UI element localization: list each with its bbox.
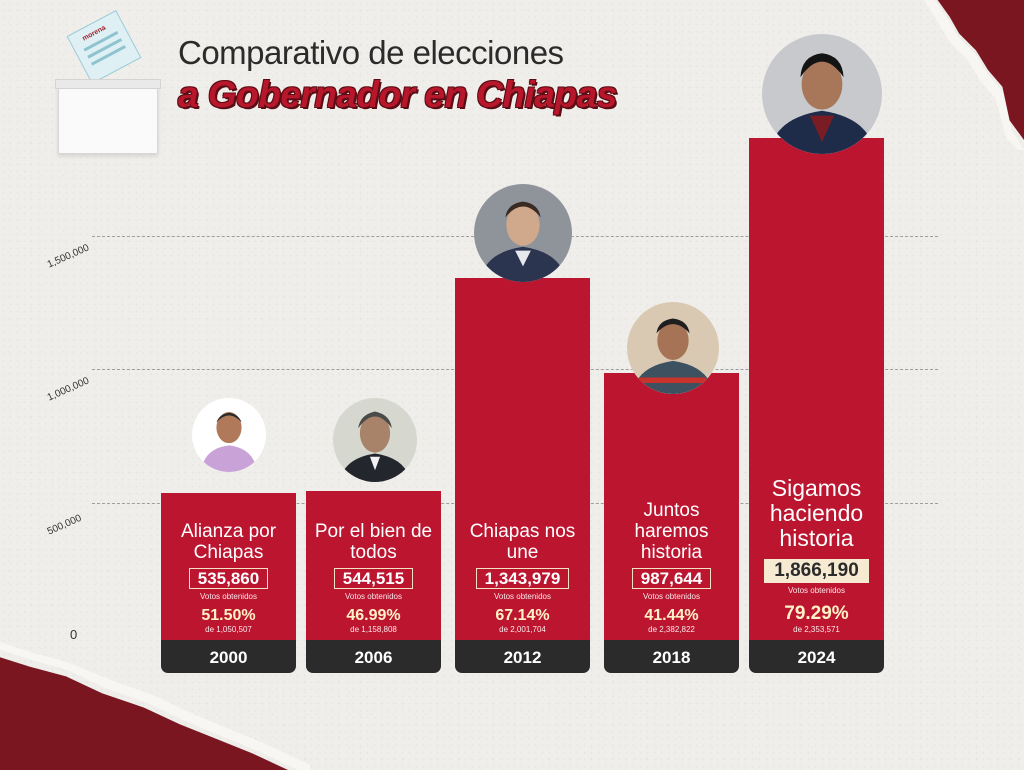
- coalition-name: Alianza por Chiapas: [180, 520, 277, 563]
- candidate-photo-2006: [333, 398, 417, 482]
- total-votes: de 1,158,808: [350, 624, 397, 634]
- year-label-2018: 2018: [604, 640, 739, 673]
- coalition-name: Chiapas nos une: [469, 520, 576, 563]
- bar-label-group: Alianza por Chiapas 535,860 Votos obtenido…: [161, 521, 296, 634]
- title-line-1: Comparativo de elecciones: [178, 34, 564, 71]
- votes-caption: Votos obtenidos: [200, 591, 257, 601]
- person-icon: [762, 34, 882, 154]
- person-icon: [192, 398, 266, 472]
- votes-value: 544,515: [333, 567, 414, 589]
- title-line-2: a Gobernador en Chiapas: [178, 74, 617, 115]
- candidate-photo-2000: [192, 398, 266, 472]
- votes-value: 535,860: [188, 567, 269, 589]
- bar-label-group: Chiapas nos une 1,343,979 Votos obtenidos 6…: [455, 521, 590, 634]
- year-label-2024: 2024: [749, 640, 884, 673]
- candidate-photo-2018: [627, 302, 719, 394]
- bar-2018: Juntos haremos historia 987,644 Votos obte…: [604, 372, 739, 640]
- votes-caption: Votos obtenidos: [788, 585, 845, 595]
- year-label-2000: 2000: [161, 640, 296, 673]
- ballot-line: [90, 45, 126, 66]
- vote-percentage: 51.50%: [201, 606, 256, 624]
- candidate-photo-2012: [474, 184, 572, 282]
- votes-value: 987,644: [631, 567, 712, 589]
- votes-value: 1,343,979: [475, 567, 570, 589]
- votes-caption: Votos obtenidos: [345, 591, 402, 601]
- coalition-name: Juntos haremos historia: [634, 499, 709, 563]
- person-icon: [474, 184, 572, 282]
- bar-2000: Alianza por Chiapas 535,860 Votos obtenido…: [161, 493, 296, 640]
- total-votes: de 2,001,704: [499, 624, 546, 634]
- y-tick-label: 0: [70, 627, 78, 642]
- coalition-name: Sigamos haciendo historia: [769, 474, 864, 551]
- bar-label-group: Por el bien de todos 544,515 Votos obtenid…: [306, 521, 441, 634]
- vote-percentage: 67.14%: [495, 606, 550, 624]
- year-label-2006: 2006: [306, 640, 441, 673]
- bar-2006: Por el bien de todos 544,515 Votos obtenid…: [306, 490, 441, 640]
- bar-2024: Sigamos haciendo historia 1,866,190 Votos …: [749, 138, 884, 640]
- total-votes: de 1,050,507: [205, 624, 252, 634]
- vote-percentage: 41.44%: [644, 606, 699, 624]
- bar-label-group: Juntos haremos historia 987,644 Votos obte…: [604, 500, 739, 634]
- total-votes: de 2,382,822: [648, 624, 695, 634]
- votes-value: 1,866,190: [764, 558, 869, 583]
- votes-caption: Votos obtenidos: [643, 591, 700, 601]
- person-icon: [333, 398, 417, 482]
- candidate-photo-2024: [762, 34, 882, 154]
- total-votes: de 2,353,571: [793, 624, 840, 634]
- year-label-2012: 2012: [455, 640, 590, 673]
- votes-caption: Votos obtenidos: [494, 591, 551, 601]
- vote-percentage: 46.99%: [346, 606, 401, 624]
- ballot-box-icon: [55, 79, 161, 154]
- bar-2012: Chiapas nos une 1,343,979 Votos obtenidos 6…: [455, 277, 590, 640]
- coalition-name: Por el bien de todos: [314, 520, 433, 563]
- bar-label-group: Sigamos haciendo historia 1,866,190 Votos …: [749, 474, 884, 634]
- vote-percentage: 79.29%: [784, 602, 849, 624]
- person-icon: [627, 302, 719, 394]
